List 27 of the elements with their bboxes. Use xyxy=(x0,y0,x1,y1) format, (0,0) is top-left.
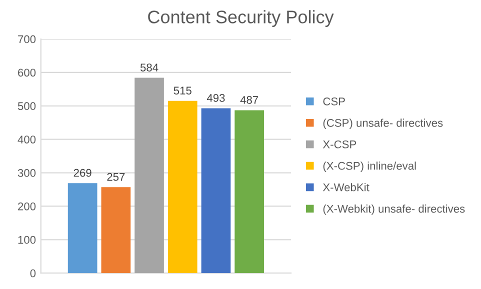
y-tick-label: 700 xyxy=(18,35,36,44)
y-tick-label: 0 xyxy=(30,269,36,278)
bar xyxy=(168,100,198,274)
chart-title: Content Security Policy xyxy=(148,10,334,27)
y-tick-label: 100 xyxy=(18,236,36,244)
legend-label: (X-CSP) inline/eval xyxy=(323,162,416,172)
legend-label: X-WebKit xyxy=(322,183,370,192)
bar xyxy=(234,110,264,274)
y-tick-label: 600 xyxy=(18,68,36,77)
legend-label: CSP xyxy=(323,98,345,106)
data-label: 257 xyxy=(107,172,125,181)
bar xyxy=(201,108,231,274)
y-tick-label: 500 xyxy=(18,102,36,110)
legend-label: (X-Webkit) unsafe- directives xyxy=(323,204,465,215)
legend-label: X-CSP xyxy=(322,140,356,148)
data-label: 584 xyxy=(140,64,158,72)
data-label: 487 xyxy=(240,96,258,104)
data-label: 515 xyxy=(174,86,192,95)
data-label: 493 xyxy=(206,94,225,102)
y-tick-label: 200 xyxy=(18,202,36,210)
bar xyxy=(101,187,131,274)
data-label: 269 xyxy=(74,168,92,177)
y-tick-label: 400 xyxy=(18,136,36,144)
bar xyxy=(134,78,164,274)
legend-label: (CSP) unsafe- directives xyxy=(323,118,443,130)
y-tick-label: 300 xyxy=(18,169,36,177)
bar xyxy=(68,183,98,274)
